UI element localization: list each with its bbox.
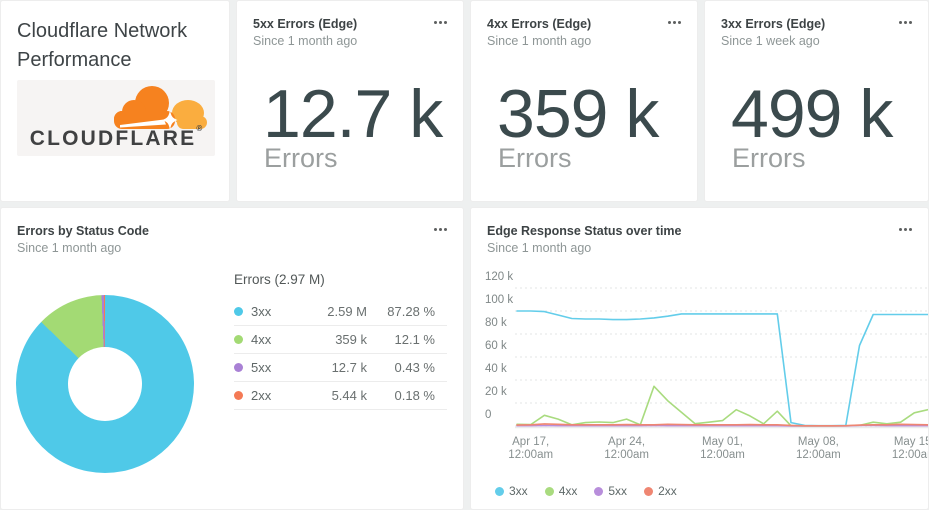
donut-legend-table: Errors (2.97 M) 3xx 2.59 M 87.28 % 4xx 3… xyxy=(234,272,447,410)
series-dot-4xx xyxy=(544,486,554,496)
widget-timerange: Since 1 month ago xyxy=(253,34,358,48)
series-dot-4xx xyxy=(234,335,243,344)
legend-item-4xx[interactable]: 4xx xyxy=(544,484,578,498)
metric-unit: Errors xyxy=(498,143,572,173)
legend-label: 5xx xyxy=(608,484,628,498)
legend-item-2xx[interactable]: 2xx xyxy=(644,484,677,498)
errors-by-status-widget: Errors by Status Code Since 1 month ago … xyxy=(0,207,464,510)
legend-label: 4xx xyxy=(558,484,578,498)
y-tick-label: 120 k xyxy=(485,270,514,283)
widget-title: Errors by Status Code xyxy=(17,224,149,238)
series-label: 5xx xyxy=(251,360,272,375)
x-tick-label: May 15,12:00am xyxy=(891,436,928,461)
series-line-2xx xyxy=(516,423,928,427)
legend-row-3xx[interactable]: 3xx 2.59 M 87.28 % xyxy=(234,298,447,326)
series-dot-2xx xyxy=(234,391,243,400)
widget-timerange: Since 1 month ago xyxy=(17,241,122,255)
series-dot-5xx xyxy=(594,486,604,496)
series-line-3xx xyxy=(516,310,928,427)
series-label: 2xx xyxy=(251,388,272,403)
y-tick-label: 20 k xyxy=(485,385,507,398)
legend-item-3xx[interactable]: 3xx xyxy=(495,484,528,498)
series-value: 5.44 k xyxy=(331,388,367,403)
x-tick-label: Apr 24, 12:00am xyxy=(604,436,649,461)
legend-label: 2xx xyxy=(658,484,677,498)
ellipsis-icon[interactable] xyxy=(899,21,912,24)
metric-value: 12.7 k xyxy=(263,76,443,152)
series-dot-3xx xyxy=(234,307,243,316)
x-tick-label: May 08, 12:00am xyxy=(796,436,841,461)
widget-timerange: Since 1 month ago xyxy=(487,241,592,255)
widget-timerange: Since 1 week ago xyxy=(721,34,820,48)
widget-title: 3xx Errors (Edge) xyxy=(721,17,826,31)
cloudflare-cloud-icon xyxy=(114,86,207,130)
legend-row-2xx[interactable]: 2xx 5.44 k 0.18 % xyxy=(234,382,447,410)
cloudflare-logo: CLOUDFLARE® xyxy=(17,80,215,156)
dashboard-title: Cloudflare Network Performance xyxy=(17,20,188,71)
widget-title: 4xx Errors (Edge) xyxy=(487,17,592,31)
billboard-3xx-errors: 3xx Errors (Edge) Since 1 week ago 499 k… xyxy=(704,0,929,202)
x-tick-label: Apr 17, 12:00am xyxy=(508,436,554,461)
series-value: 2.59 M xyxy=(327,304,367,319)
x-tick-label: May 01, 12:00am xyxy=(700,436,745,461)
series-dot-5xx xyxy=(234,363,243,372)
cloudflare-wordmark: CLOUDFLARE® xyxy=(29,124,203,150)
ellipsis-icon[interactable] xyxy=(899,228,912,231)
y-tick-label: 100 k xyxy=(485,293,514,306)
billboard-4xx-errors: 4xx Errors (Edge) Since 1 month ago 359 … xyxy=(470,0,698,202)
donut-chart[interactable] xyxy=(16,295,194,473)
series-label: 3xx xyxy=(251,304,272,319)
metric-value: 359 k xyxy=(497,76,659,152)
line-chart-legend: 3xx 4xx 5xx 2xx xyxy=(495,484,677,498)
billboard-5xx-errors: 5xx Errors (Edge) Since 1 month ago 12.7… xyxy=(236,0,464,202)
legend-label: 3xx xyxy=(509,484,528,498)
ellipsis-icon[interactable] xyxy=(434,228,447,231)
y-tick-label: 80 k xyxy=(485,316,507,329)
registered-mark: ® xyxy=(196,124,203,133)
y-tick-label: 60 k xyxy=(485,339,507,352)
series-percent: 0.18 % xyxy=(394,388,435,403)
line-chart-plot[interactable] xyxy=(515,282,929,434)
series-line-4xx xyxy=(516,385,928,427)
series-value: 12.7 k xyxy=(331,360,367,375)
series-dot-3xx xyxy=(495,486,504,496)
widget-title: 5xx Errors (Edge) xyxy=(253,17,358,31)
y-tick-label: 40 k xyxy=(485,362,507,375)
series-percent: 87.28 % xyxy=(387,304,435,319)
series-label: 4xx xyxy=(251,332,272,347)
widget-title: Edge Response Status over time xyxy=(487,224,682,238)
dashboard-title-card: Cloudflare Network Performance CLOUDFLAR… xyxy=(0,0,230,202)
legend-table-header: Errors (2.97 M) xyxy=(234,272,325,287)
legend-row-4xx[interactable]: 4xx 359 k 12.1 % xyxy=(234,326,447,354)
edge-response-status-widget: Edge Response Status over time Since 1 m… xyxy=(470,207,929,510)
ellipsis-icon[interactable] xyxy=(434,21,447,24)
ellipsis-icon[interactable] xyxy=(668,21,681,24)
legend-row-5xx[interactable]: 5xx 12.7 k 0.43 % xyxy=(234,354,447,382)
widget-timerange: Since 1 month ago xyxy=(487,34,592,48)
legend-item-5xx[interactable]: 5xx xyxy=(594,484,627,498)
metric-value: 499 k xyxy=(731,76,893,152)
series-value: 359 k xyxy=(335,332,367,347)
metric-unit: Errors xyxy=(732,143,806,173)
series-dot-2xx xyxy=(644,486,654,496)
y-tick-label: 0 xyxy=(485,408,492,421)
series-percent: 0.43 % xyxy=(394,360,435,375)
metric-unit: Errors xyxy=(264,143,338,173)
series-percent: 12.1 % xyxy=(394,332,435,347)
